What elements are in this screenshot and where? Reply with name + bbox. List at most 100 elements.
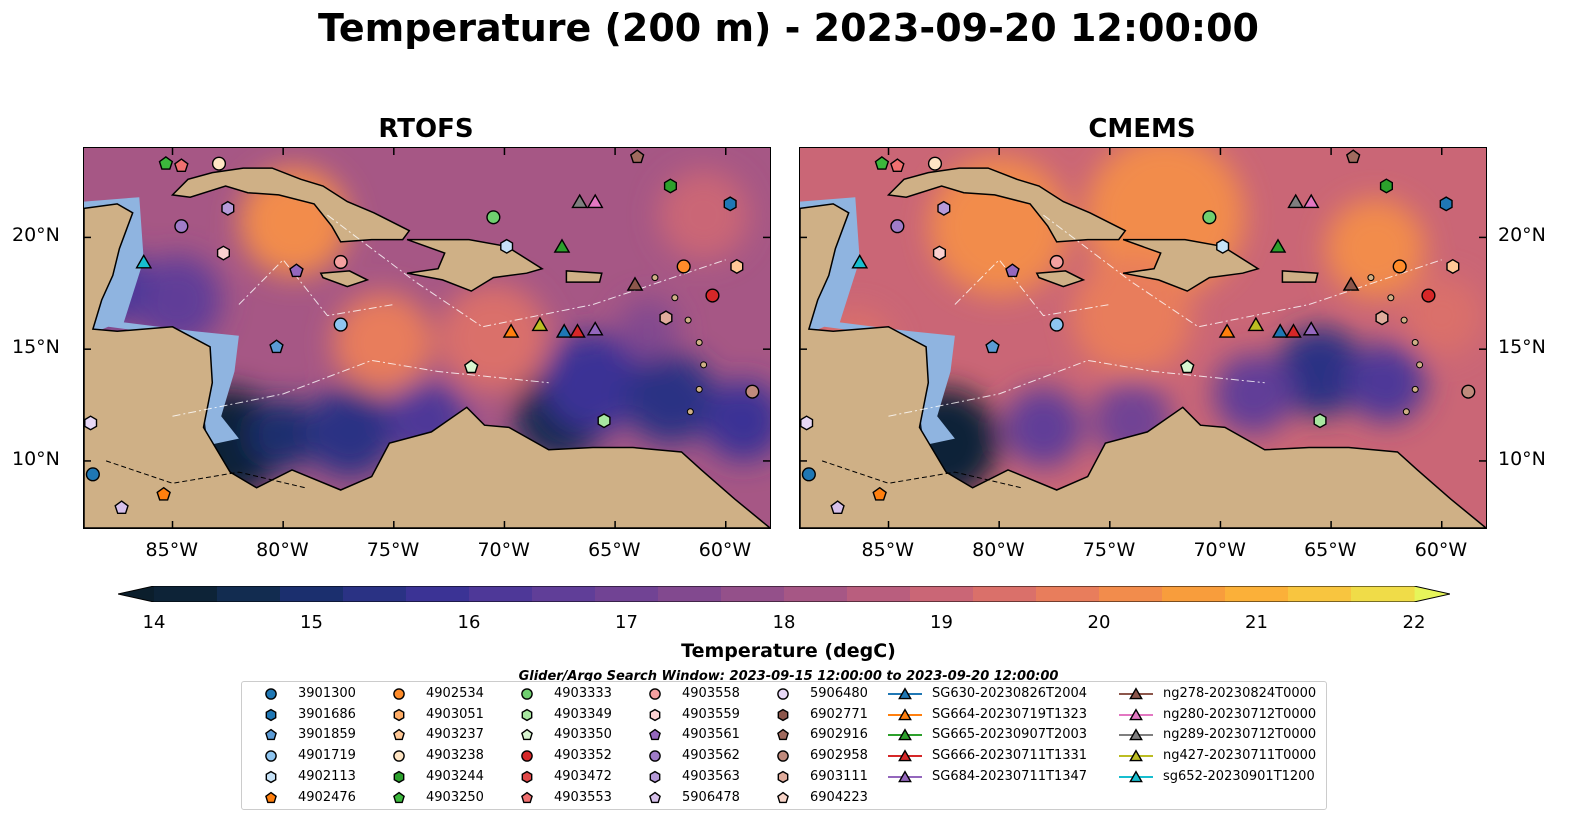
legend-marker-pentagon <box>777 791 789 803</box>
temperature-eddy <box>1071 255 1192 376</box>
map-marker-pentagon <box>114 500 129 514</box>
legend-marker-circle <box>649 750 661 762</box>
legend-label: 4903559 <box>682 706 740 722</box>
legend-marker-triangle <box>888 749 922 762</box>
map-marker-triangle <box>1271 323 1289 338</box>
legend-marker-triangle <box>1119 749 1153 762</box>
map-marker-triangle <box>1342 276 1360 291</box>
map-cmems[interactable] <box>799 147 1487 529</box>
legend-marker-triangle <box>1129 707 1143 720</box>
legend-marker-triangle <box>888 770 922 783</box>
legend-marker-pentagon <box>521 729 533 741</box>
lesser-antilles-island <box>686 408 694 416</box>
legend-marker-circle <box>265 750 277 762</box>
legend-label: SG665-20230907T2003 <box>932 727 1088 743</box>
map-rtofs[interactable] <box>83 147 771 529</box>
map-marker-triangle <box>1302 321 1320 336</box>
legend-marker-triangle <box>898 687 912 700</box>
legend-marker-triangle <box>898 707 912 720</box>
legend-marker-pentagon <box>393 791 405 803</box>
map-marker-pentagon <box>156 486 171 501</box>
map-marker-circle <box>801 467 816 482</box>
map-marker-pentagon <box>985 339 1000 354</box>
map-marker-circle <box>85 467 100 482</box>
map-marker-circle <box>1202 210 1217 225</box>
colorbar-segment <box>910 586 974 602</box>
jamaica-land <box>319 270 370 288</box>
lesser-antilles-island <box>671 294 679 302</box>
legend-marker-triangle <box>898 749 912 762</box>
lat-tick-label-left: 15°N <box>12 336 60 359</box>
lesser-antilles-island <box>1402 408 1410 416</box>
colorbar-segment <box>595 586 659 602</box>
map-marker-hexagon <box>1216 238 1230 254</box>
lesser-antilles-island <box>1411 385 1419 393</box>
lesser-antilles-island <box>700 361 708 369</box>
map-frame-ticks <box>800 148 1486 528</box>
country-border <box>105 460 306 489</box>
eez-boundary <box>954 259 1110 317</box>
colorbar-tick-label: 21 <box>1245 612 1268 633</box>
legend-marker-pentagon <box>777 729 789 741</box>
legend-label: 4903333 <box>554 686 612 701</box>
map-marker-triangle <box>586 193 604 209</box>
legend-label: SG666-20230711T1331 <box>932 748 1088 764</box>
legend-label: SG684-20230711T1347 <box>932 768 1088 784</box>
legend-marker-triangle <box>898 728 912 741</box>
map-marker-triangle <box>851 253 869 269</box>
temperature-eddy <box>131 255 222 345</box>
colorbar-segment <box>532 586 596 602</box>
legend-marker-hexagon <box>393 708 405 721</box>
temperature-eddy <box>1213 353 1294 434</box>
legend-marker-circle <box>649 750 661 762</box>
lon-tick-label: 60°W <box>1414 539 1468 561</box>
map-marker-circle <box>333 317 348 332</box>
legend-marker-hexagon <box>777 770 789 784</box>
legend-marker-triangle <box>1129 749 1143 762</box>
temperature-eddy <box>542 332 643 433</box>
lesser-antilles-island <box>1400 316 1408 324</box>
puerto-rico-land <box>1281 270 1319 283</box>
colorbar-tick-label: 16 <box>457 612 481 633</box>
map-marker-pentagon <box>174 158 189 172</box>
legend-marker-hexagon <box>393 770 405 784</box>
eez-boundary <box>238 259 394 317</box>
colorbar-segment <box>1225 586 1289 602</box>
legend-label: 6904223 <box>810 789 868 805</box>
legend-marker-circle <box>777 750 789 762</box>
legend-label: 4903238 <box>426 748 484 764</box>
map-marker-hexagon <box>663 178 677 194</box>
temperature-eddy <box>618 299 679 360</box>
map-marker-hexagon <box>723 196 737 212</box>
lon-tick-label: 65°W <box>1304 539 1357 561</box>
lesser-antilles-island <box>695 338 703 346</box>
legend-label: 6903111 <box>810 768 868 784</box>
map-marker-hexagon <box>1379 178 1393 194</box>
legend-label: 4901719 <box>298 748 356 764</box>
legend-marker-hexagon <box>521 770 533 784</box>
temperature-eddy <box>332 292 433 393</box>
colorbar-tick-label: 14 <box>142 612 166 633</box>
lesser-antilles-island <box>1367 274 1375 282</box>
map-marker-hexagon <box>1446 258 1460 275</box>
eez-boundary <box>172 359 549 417</box>
legend-marker-circle <box>393 750 405 762</box>
legend-marker-hexagon <box>649 708 661 721</box>
lon-tick-label: 70°W <box>477 539 530 561</box>
legend-marker-hexagon <box>649 708 661 721</box>
legend-marker-triangle <box>1119 770 1153 783</box>
map-marker-hexagon <box>216 245 231 261</box>
panel-title-cmems: CMEMS <box>1088 114 1196 144</box>
map-marker-hexagon <box>730 258 744 275</box>
colorbar-segment <box>469 586 533 602</box>
legend-marker-circle <box>393 688 405 700</box>
map-marker-circle <box>745 384 760 399</box>
lesser-antilles-island <box>1411 338 1419 346</box>
lon-tick-label: 60°W <box>698 539 752 561</box>
legend-marker-triangle <box>888 707 922 720</box>
legend-marker-pentagon <box>649 729 661 741</box>
legend-label: sg652-20230901T1200 <box>1163 768 1315 784</box>
legend-label: 3901686 <box>298 706 356 722</box>
legend-marker-hexagon <box>521 770 533 784</box>
legend-label: 5906478 <box>682 789 740 805</box>
